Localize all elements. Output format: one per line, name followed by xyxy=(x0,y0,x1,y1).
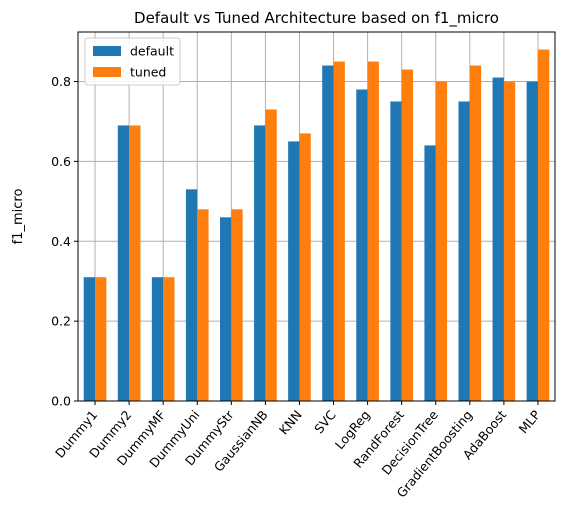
bar-default-dummymf xyxy=(151,277,164,401)
bar-tuned-logreg xyxy=(367,61,379,402)
bar-default-mlp xyxy=(526,81,538,402)
grid-lines xyxy=(78,32,555,402)
bar-tuned-dummyuni xyxy=(197,209,209,401)
bar-tuned-adaboost xyxy=(503,81,516,402)
bar-default-dummy1 xyxy=(83,277,96,401)
bar-tuned-dummy2 xyxy=(129,125,141,401)
bar-tuned-dummystr xyxy=(231,209,243,401)
legend-label-default: default xyxy=(130,44,174,59)
bar-tuned-randforest xyxy=(401,69,414,401)
chart-title: Default vs Tuned Architecture based on f… xyxy=(134,9,499,28)
x-axis-ticks: Dummy1Dummy2DummyMFDummyUniDummyStrGauss… xyxy=(52,401,544,500)
y-tick-label: 0.6 xyxy=(51,154,71,169)
y-tick-label: 0.0 xyxy=(51,394,71,409)
y-axis-ticks: 0.0 0.2 0.4 0.6 0.8 xyxy=(51,74,78,409)
bars xyxy=(83,49,550,402)
bar-default-randforest xyxy=(390,101,402,402)
bar-tuned-knn xyxy=(299,133,311,401)
bar-tuned-svc xyxy=(333,61,345,402)
legend-swatch-tuned xyxy=(93,67,121,77)
x-tick-label: MLP xyxy=(516,407,544,436)
bar-default-dummystr xyxy=(219,217,232,401)
bar-default-dummyuni xyxy=(185,189,198,401)
x-tick-label: KNN xyxy=(276,407,305,437)
bar-default-logreg xyxy=(356,89,368,401)
bar-default-knn xyxy=(288,141,300,402)
bar-tuned-decisiontree xyxy=(435,81,448,402)
bar-default-gaussiannb xyxy=(254,125,266,401)
bar-tuned-dummymf xyxy=(163,277,175,401)
legend: default tuned xyxy=(84,37,181,86)
bar-default-dummy2 xyxy=(117,125,130,401)
bar-tuned-dummy1 xyxy=(95,277,107,401)
legend-label-tuned: tuned xyxy=(130,65,166,80)
bar-default-decisiontree xyxy=(424,145,436,401)
y-axis-label: f1_micro xyxy=(11,189,26,245)
legend-swatch-default xyxy=(93,46,121,56)
bar-default-svc xyxy=(322,65,334,401)
bar-tuned-gaussiannb xyxy=(265,109,277,401)
x-tick-label: SVC xyxy=(311,407,339,436)
y-tick-label: 0.4 xyxy=(51,234,71,249)
bar-tuned-gradientboosting xyxy=(469,65,482,401)
bar-default-adaboost xyxy=(492,77,504,401)
plot-frame xyxy=(77,31,556,402)
bar-default-gradientboosting xyxy=(458,101,470,402)
y-tick-label: 0.8 xyxy=(51,74,71,89)
bar-tuned-mlp xyxy=(537,49,550,401)
y-tick-label: 0.2 xyxy=(51,314,71,329)
